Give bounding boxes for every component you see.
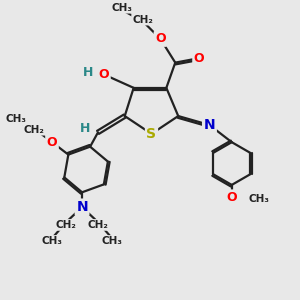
Text: N: N <box>76 200 88 214</box>
Text: CH₃: CH₃ <box>101 236 122 246</box>
Text: O: O <box>99 68 109 81</box>
Text: CH₃: CH₃ <box>111 3 132 13</box>
Text: CH₃: CH₃ <box>42 236 63 246</box>
Text: CH₂: CH₂ <box>24 125 45 135</box>
Text: H: H <box>80 122 91 135</box>
Text: S: S <box>146 127 157 141</box>
Text: O: O <box>155 32 166 45</box>
Text: CH₃: CH₃ <box>248 194 269 204</box>
Text: O: O <box>226 191 237 204</box>
Text: CH₂: CH₂ <box>132 15 153 25</box>
Text: N: N <box>204 118 215 132</box>
Text: CH₂: CH₂ <box>88 220 109 230</box>
Text: CH₂: CH₂ <box>55 220 76 230</box>
Text: O: O <box>194 52 204 65</box>
Text: H: H <box>83 66 94 79</box>
Text: O: O <box>47 136 57 148</box>
Text: CH₃: CH₃ <box>6 114 27 124</box>
